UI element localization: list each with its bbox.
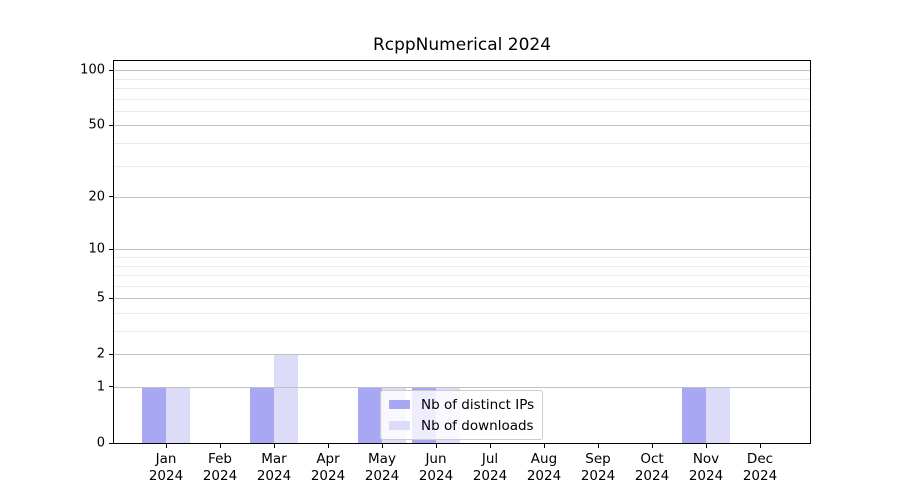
gridline-major <box>114 197 810 198</box>
x-tick-label: Feb 2024 <box>202 451 238 484</box>
y-tick-label: 10 <box>88 241 105 257</box>
y-tick-mark <box>109 248 113 250</box>
x-tick-label: Sep 2024 <box>580 451 616 484</box>
gridline-minor <box>114 98 810 100</box>
legend-label-downloads: Nb of downloads <box>421 417 534 434</box>
y-tick-mark <box>109 196 113 198</box>
x-tick-mark <box>273 444 275 448</box>
x-tick-mark <box>327 444 329 448</box>
gridline-minor <box>114 110 810 112</box>
legend-item-downloads: Nb of downloads <box>389 416 534 435</box>
y-tick-mark <box>109 353 113 355</box>
legend-label-distinct-ips: Nb of distinct IPs <box>421 396 535 413</box>
x-tick-mark <box>381 444 383 448</box>
gridline-minor <box>114 285 810 287</box>
bar-distinct-ips-mar <box>250 387 274 443</box>
y-tick-mark <box>109 386 113 388</box>
bar-downloads-mar <box>274 354 298 443</box>
x-tick-mark <box>597 444 599 448</box>
bar-distinct-ips-jan <box>142 387 166 443</box>
legend: Nb of distinct IPs Nb of downloads <box>380 390 544 440</box>
y-tick-label: 50 <box>88 117 105 133</box>
bar-downloads-jan <box>166 387 190 443</box>
y-tick-mark <box>109 124 113 126</box>
x-tick-mark <box>651 444 653 448</box>
x-tick-label: May 2024 <box>364 451 400 484</box>
gridline-major <box>114 125 810 127</box>
x-tick-label: Jun 2024 <box>418 451 454 484</box>
y-tick-mark <box>109 69 113 71</box>
gridline-minor <box>114 312 810 314</box>
x-tick-mark <box>165 444 167 448</box>
x-tick-label: Jul 2024 <box>472 451 508 484</box>
gridline-minor <box>114 275 810 276</box>
gridline-minor <box>114 256 810 258</box>
x-tick-mark <box>489 444 491 448</box>
y-tick-label: 0 <box>96 435 105 451</box>
y-tick-label: 1 <box>96 379 105 395</box>
grid-layer <box>114 61 810 443</box>
gridline-minor <box>114 142 810 144</box>
x-tick-mark <box>759 444 761 448</box>
x-tick-label: Nov 2024 <box>688 451 724 484</box>
y-tick-label: 5 <box>96 290 105 306</box>
gridline-major <box>114 70 810 72</box>
bar-downloads-nov <box>706 387 730 443</box>
legend-swatch-downloads <box>389 421 410 430</box>
x-tick-label: Mar 2024 <box>256 451 292 484</box>
x-tick-mark <box>705 444 707 448</box>
x-tick-label: Apr 2024 <box>310 451 346 484</box>
gridline-major <box>114 298 810 300</box>
gridline-minor <box>114 87 810 89</box>
y-tick-mark <box>109 442 113 444</box>
x-tick-mark <box>543 444 545 448</box>
plot-area: Nb of distinct IPs Nb of downloads <box>113 60 811 444</box>
gridline-minor <box>114 165 810 167</box>
gridline-minor <box>114 331 810 332</box>
x-tick-label: Jan 2024 <box>148 451 184 484</box>
y-tick-label: 20 <box>88 189 105 205</box>
x-tick-label: Oct 2024 <box>634 451 670 484</box>
chart-title: RcppNumerical 2024 <box>372 35 552 55</box>
legend-swatch-distinct-ips <box>389 400 410 409</box>
x-tick-label: Dec 2024 <box>742 451 778 484</box>
gridline-minor <box>114 265 810 267</box>
x-tick-mark <box>219 444 221 448</box>
y-tick-label: 2 <box>96 346 105 362</box>
gridline-major <box>114 387 810 388</box>
gridline-minor <box>114 78 810 80</box>
x-tick-label: Aug 2024 <box>526 451 562 484</box>
bar-distinct-ips-nov <box>682 387 706 443</box>
y-tick-label: 100 <box>80 62 105 78</box>
x-tick-mark <box>435 444 437 448</box>
y-tick-mark <box>109 297 113 299</box>
bar-distinct-ips-may <box>358 387 382 443</box>
gridline-major <box>114 354 810 356</box>
legend-item-distinct-ips: Nb of distinct IPs <box>389 395 534 414</box>
gridline-major <box>114 249 810 251</box>
